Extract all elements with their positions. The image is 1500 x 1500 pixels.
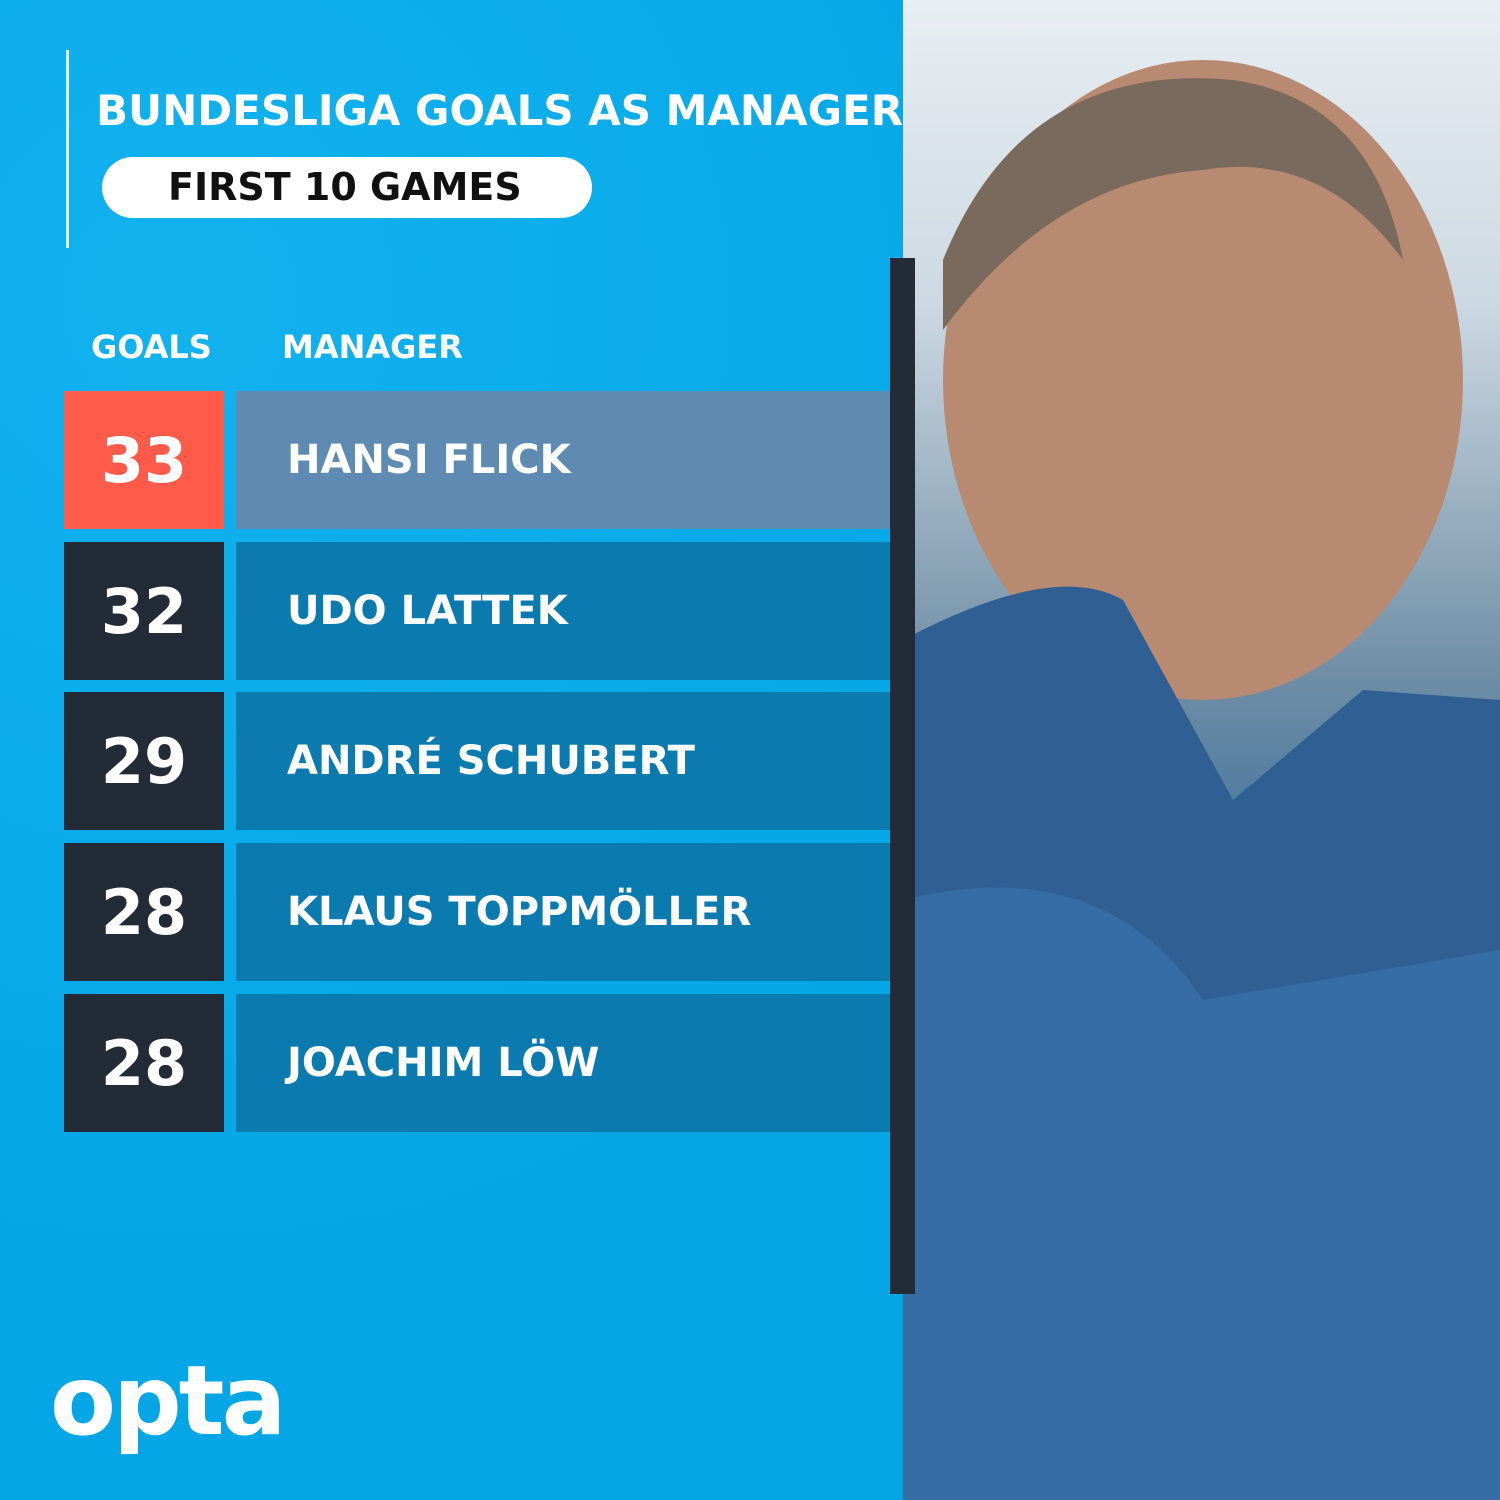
subtitle-pill: FIRST 10 GAMES [102,157,592,218]
goals-cell: 29 [64,692,224,830]
goals-cell: 32 [64,542,224,680]
manager-cell: KLAUS TOPPMÖLLER [236,843,890,981]
column-header-manager: MANAGER [282,328,463,366]
manager-cell: ANDRÉ SCHUBERT [236,692,890,830]
table-row: 28 JOACHIM LÖW [64,994,890,1132]
table-row: 32 UDO LATTEK [64,542,890,680]
title-divider [66,50,69,248]
table-row: 33 HANSI FLICK [64,391,890,529]
manager-portrait-illustration [903,60,1500,1500]
manager-cell: UDO LATTEK [236,542,890,680]
goals-cell: 33 [64,391,224,529]
manager-cell: HANSI FLICK [236,391,890,529]
goals-cell: 28 [64,994,224,1132]
column-header-goals: GOALS [91,328,212,366]
goals-cell: 28 [64,843,224,981]
opta-logo: opta [50,1345,286,1457]
table-row: 29 ANDRÉ SCHUBERT [64,692,890,830]
manager-cell: JOACHIM LÖW [236,994,890,1132]
divider-bar [890,258,915,1294]
chart-title: BUNDESLIGA GOALS AS MANAGER [96,86,904,135]
table-row: 28 KLAUS TOPPMÖLLER [64,843,890,981]
manager-photo [903,0,1500,1500]
